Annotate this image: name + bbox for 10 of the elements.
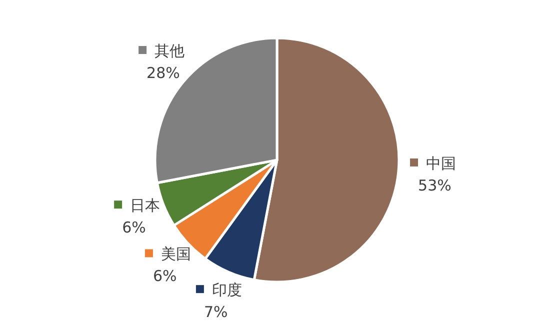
legend-label: 日本 [130,196,160,215]
legend-label: 其他 [154,42,185,60]
legend-label: 中国 [426,154,456,172]
data-label: 53% [418,176,452,194]
data-label: 28% [146,64,180,82]
data-label: 6% [152,267,177,286]
legend-label: 美国 [160,245,191,264]
data-label: 7% [204,303,228,322]
data-label: 6% [122,218,146,237]
legend-label: 印度 [212,281,242,300]
